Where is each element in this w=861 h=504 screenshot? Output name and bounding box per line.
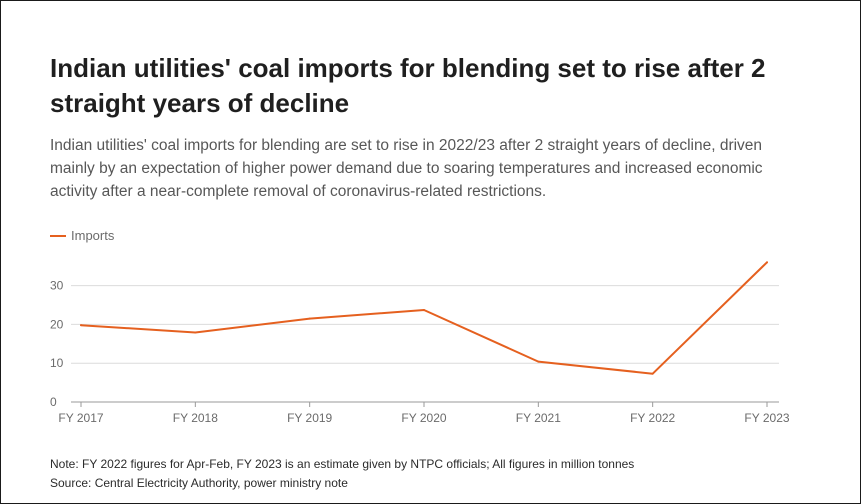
source-text: Source: Central Electricity Authority, p… [50, 476, 348, 490]
data-point [766, 261, 768, 264]
x-tick-label: FY 2023 [744, 411, 789, 425]
footnote: Note: FY 2022 figures for Apr-Feb, FY 20… [50, 455, 634, 493]
x-axis-ticks: FY 2017 FY 2018 FY 2019 FY 2020 FY 2021 FY 20… [58, 402, 790, 425]
chart-subtitle: Indian utilities' coal imports for blend… [50, 137, 763, 200]
x-tick-label: FY 2017 [58, 411, 103, 425]
series-line-imports [80, 261, 768, 375]
legend-label-imports: Imports [71, 228, 115, 243]
data-point [423, 309, 425, 312]
legend: Imports [50, 228, 114, 243]
x-tick-label: FY 2022 [630, 411, 675, 425]
x-tick-label: FY 2019 [287, 411, 332, 425]
chart-title: Indian utilities' coal imports for blend… [50, 53, 766, 118]
data-point [194, 331, 197, 334]
y-tick-label: 10 [50, 356, 64, 370]
data-point [651, 372, 654, 375]
y-axis-ticks: 0 10 20 30 [50, 279, 64, 409]
data-point [308, 317, 311, 320]
legend-swatch-imports [50, 234, 66, 237]
y-tick-label: 20 [50, 317, 64, 331]
data-point [537, 360, 540, 363]
gridlines [71, 285, 779, 403]
data-point [80, 324, 82, 327]
x-tick-label: FY 2020 [401, 411, 446, 425]
note-text: Note: FY 2022 figures for Apr-Feb, FY 20… [50, 457, 635, 471]
series-imports [80, 261, 768, 375]
x-tick-label: FY 2021 [516, 411, 561, 425]
x-tick-label: FY 2018 [173, 411, 218, 425]
y-tick-label: 30 [50, 279, 64, 293]
y-tick-label: 0 [50, 395, 57, 409]
